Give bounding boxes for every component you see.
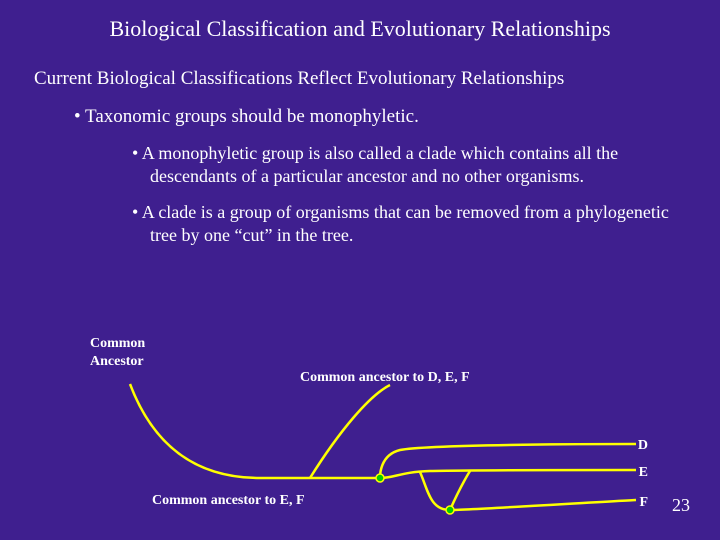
tree-branch (380, 470, 636, 478)
label-ancestor-ef: Common ancestor to E, F (152, 493, 305, 509)
label-d: D (638, 438, 648, 454)
tree-branch (130, 384, 380, 478)
tree-node (376, 474, 384, 482)
label-common-ancestor-l1: Common (90, 336, 145, 351)
bullet-level-2-b: • A clade is a group of organisms that c… (0, 201, 720, 246)
bullet-level-2-a: • A monophyletic group is also called a … (0, 142, 720, 187)
page-number: 23 (672, 495, 690, 516)
label-e: E (639, 465, 648, 481)
slide: Biological Classification and Evolutiona… (0, 0, 720, 540)
bullet-level-1: • Taxonomic groups should be monophyleti… (0, 106, 720, 128)
tree-branch (450, 500, 636, 510)
slide-title: Biological Classification and Evolutiona… (0, 16, 720, 42)
tree-branch (420, 472, 450, 510)
label-f: F (639, 495, 648, 511)
label-common-ancestor: Common Ancestor (90, 335, 160, 371)
tree-branch (450, 471, 470, 510)
tree-node (446, 506, 454, 514)
label-ancestor-def: Common ancestor to D, E, F (300, 370, 470, 386)
tree-branch (310, 385, 390, 478)
tree-branch (380, 444, 636, 478)
label-common-ancestor-l2: Ancestor (90, 354, 144, 369)
slide-subtitle: Current Biological Classifications Refle… (0, 68, 720, 90)
